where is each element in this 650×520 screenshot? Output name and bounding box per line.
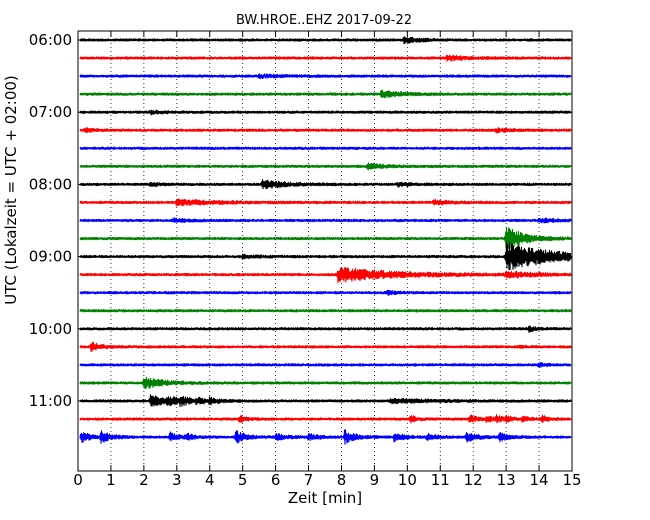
seismic-trace [79,241,572,271]
plot-frame [77,30,573,472]
x-tick-label: 7 [304,471,314,489]
x-tick-label: 4 [205,471,215,489]
y-tick-label: 09:00 [29,248,72,266]
seismic-trace [79,146,572,151]
seismic-trace [79,162,572,171]
seismic-trace [79,217,572,224]
seismic-trace [79,54,572,62]
y-tick-label: 06:00 [29,31,72,49]
y-tick-label: 08:00 [29,175,72,193]
x-tick-label: 0 [73,471,83,489]
x-axis-label: Zeit [min] [288,489,362,507]
seismic-trace [79,289,572,296]
y-axis-label: UTC (Lokalzeit = UTC + 02:00) [2,75,20,305]
x-tick-label: 10 [398,471,417,489]
seismic-trace [79,198,572,207]
seismic-trace [79,179,572,190]
seismic-trace [79,429,572,445]
x-tick-label: 14 [530,471,549,489]
y-tick-label: 07:00 [29,103,72,121]
x-tick-label: 3 [172,471,182,489]
x-tick-label: 6 [271,471,281,489]
x-tick-label: 9 [370,471,380,489]
seismic-trace [79,414,572,424]
seismic-trace [79,341,572,352]
seismic-trace [79,362,572,368]
seismic-trace [79,36,572,45]
axes-ticks: 0 1 2 3 4 5 6 7 8 9 10 11 12 13 14 1506:0007:0008:0009:… [29,31,582,489]
trace-layer [79,36,572,445]
x-tick-label: 2 [139,471,149,489]
seismic-trace [79,73,572,80]
y-tick-label: 11:00 [29,392,72,410]
x-tick-label: 8 [337,471,347,489]
x-tick-label: 11 [431,471,450,489]
x-tick-label: 1 [106,471,116,489]
seismic-trace [79,325,572,333]
seismic-trace [79,227,572,249]
seismic-trace [79,109,572,116]
seismic-trace [79,266,572,284]
x-tick-label: 15 [562,471,581,489]
seismic-trace [79,89,572,99]
seismic-trace [79,394,572,408]
x-tick-label: 5 [238,471,248,489]
y-tick-label: 10:00 [29,320,72,338]
chart-title: BW.HROE..EHZ 2017-09-22 [236,13,412,28]
seismic-trace [79,127,572,134]
seismic-trace [79,376,572,390]
x-tick-label: 13 [497,471,516,489]
vertical-grid [110,31,540,471]
seismic-trace [79,309,572,313]
x-tick-label: 12 [464,471,483,489]
